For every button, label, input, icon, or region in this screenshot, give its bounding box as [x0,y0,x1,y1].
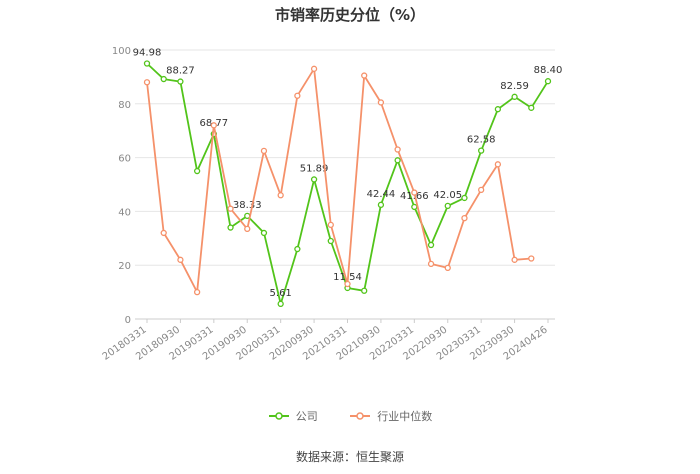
data-point-company [310,176,318,183]
data-label-company: 88.27 [166,66,195,77]
data-point-company [461,194,468,202]
y-tick-label: 40 [118,207,131,218]
data-point-industry [244,225,251,233]
data-point-industry [227,205,234,212]
data-point-industry [411,189,418,196]
data-point-industry [344,280,351,288]
y-tick-label: 0 [125,315,131,326]
data-point-industry [528,255,535,262]
y-tick-label: 20 [118,261,131,272]
data-point-company [177,78,184,85]
legend-marker-industry-icon [350,412,371,420]
data-point-company [478,147,485,154]
data-point-company [528,104,535,111]
data-label-company: 42.05 [433,190,462,201]
data-point-industry [277,192,284,199]
data-label-company: 82.59 [500,81,529,92]
data-label-company: 88.40 [534,65,563,76]
data-point-industry [361,72,368,79]
data-point-company [260,229,268,237]
data-label-company: 51.89 [300,163,329,174]
data-point-company [377,201,385,208]
data-point-company [544,78,552,85]
data-point-company [277,300,284,308]
data-point-company [294,245,301,253]
data-point-industry [478,186,485,194]
data-label-company: 62.58 [467,135,496,146]
data-point-industry [177,256,184,263]
legend: 公司 行业中位数 [0,408,700,424]
data-label-company: 42.44 [367,189,396,200]
data-point-industry [294,92,301,99]
data-source: 数据来源：恒生聚源 [295,450,404,464]
data-point-company [361,287,368,294]
data-point-industry [377,99,385,106]
data-point-industry [193,288,201,296]
legend-item-industry[interactable]: 行业中位数 [349,408,432,424]
y-tick-label: 60 [118,154,131,165]
series-line-industry [146,67,532,294]
chart-title: 市销率历史分位（%） [274,6,426,24]
data-point-industry [394,146,401,153]
data-point-company [227,224,234,231]
data-point-industry [210,122,217,129]
data-point-industry [160,229,167,237]
data-label-company: 38.33 [233,200,262,211]
data-point-company [494,106,502,113]
data-point-industry [444,264,451,272]
legend-marker-company-icon [268,412,289,420]
data-point-industry [310,65,318,72]
y-tick-label: 80 [118,100,131,111]
y-tick-label: 100 [112,46,131,57]
data-point-industry [427,260,435,268]
data-point-industry [143,79,151,86]
data-point-industry [511,256,518,263]
data-point-company [411,203,418,211]
data-point-company [427,241,435,249]
data-label-company: 94.98 [133,48,162,59]
legend-item-company[interactable]: 公司 [268,408,318,424]
data-point-industry [494,161,502,168]
data-point-industry [327,221,334,229]
data-point-company [193,167,201,175]
data-label-company: 5.61 [270,288,292,299]
data-point-industry [260,147,268,155]
legend-label-company: 公司 [295,410,318,423]
data-point-company [394,157,401,164]
data-point-company [511,93,518,100]
data-point-company [444,202,451,210]
data-point-company [143,60,151,67]
data-point-company [327,237,334,245]
data-point-company [160,75,167,83]
legend-label-industry: 行业中位数 [377,410,433,423]
data-point-industry [461,214,468,222]
